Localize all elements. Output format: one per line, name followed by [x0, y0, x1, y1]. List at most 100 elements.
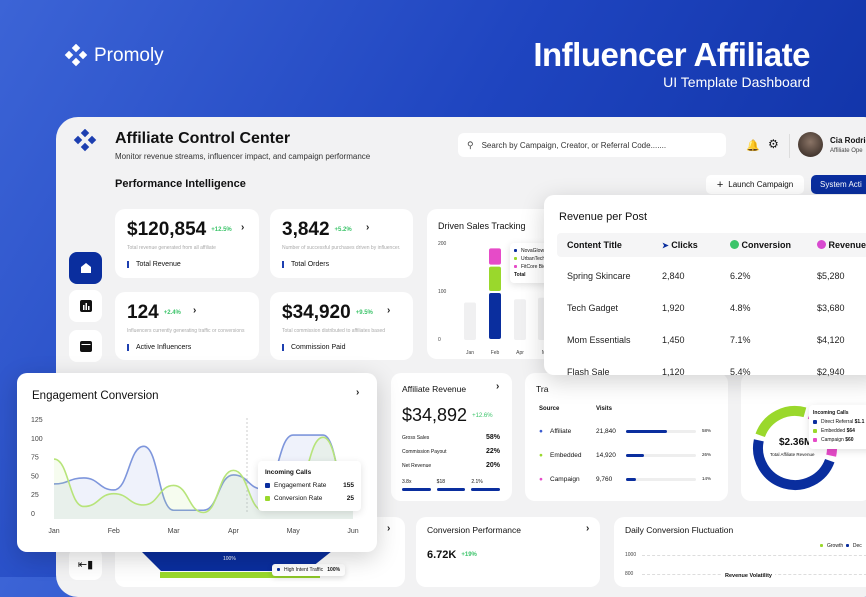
launch-label: Launch Campaign — [728, 180, 794, 189]
chevron-right-icon[interactable]: › — [356, 387, 360, 398]
plus-icon: + — [716, 178, 724, 191]
column-header: Visits — [596, 406, 612, 412]
sidebar-item-home[interactable] — [69, 252, 102, 284]
y-tick: 75 — [31, 455, 39, 462]
column-header[interactable]: ➤ Clicks — [662, 240, 698, 250]
y-tick: 50 — [31, 473, 39, 480]
search-placeholder: Search by Campaign, Creator, or Referral… — [481, 140, 667, 150]
bar-placeholder — [514, 299, 526, 340]
chevron-right-icon[interactable]: › — [366, 222, 370, 233]
bar-urbantech — [489, 266, 501, 291]
sidebar-item-logout[interactable]: ⇤▮ — [69, 548, 102, 580]
donut-card: $2.36M Total Affiliate Revenue Incoming … — [741, 373, 866, 501]
line-engagement-rate — [53, 434, 354, 512]
logo-icon — [64, 44, 88, 67]
card-title: Conversion Performance — [427, 525, 522, 535]
source-icon: ● — [539, 428, 543, 435]
bar-placeholder — [464, 302, 476, 340]
y-tick: 100 — [438, 289, 447, 295]
card-title: Revenue per Post — [559, 211, 648, 223]
breakdown-row: Gross Sales 58% — [402, 434, 500, 441]
table-cell: 2,840 — [662, 271, 685, 281]
mini-metric: 3.8x — [402, 479, 431, 491]
chevron-right-icon[interactable]: › — [241, 222, 245, 233]
legend-item: Embedded $64 — [813, 427, 866, 436]
x-tick: Jan — [48, 528, 59, 535]
funnel-stage-2 — [160, 572, 320, 578]
y-tick: 0 — [31, 511, 35, 518]
donut-slice-direct-referral — [753, 439, 835, 490]
table-row[interactable]: ● Campaign 9,760 14% — [539, 476, 712, 483]
chevron-right-icon[interactable]: › — [387, 305, 391, 316]
kpi-desc: Total revenue generated from all affilia… — [127, 245, 216, 251]
bell-icon[interactable]: 🔔 — [746, 140, 760, 152]
sidebar-item-calendar[interactable] — [69, 330, 102, 362]
progress-bar — [626, 478, 696, 481]
home-icon — [80, 263, 91, 273]
table-cell: 5.4% — [730, 367, 751, 377]
column-header[interactable]: Conversion — [730, 240, 791, 250]
funnel-tooltip: High Intent Traffic 100% — [272, 564, 346, 576]
legend-item: Campaign $60 — [813, 436, 866, 445]
card-title: Tra — [536, 384, 549, 394]
table-cell: Flash Sale — [567, 367, 610, 377]
chevron-right-icon[interactable]: › — [387, 523, 391, 534]
legend-item: FitCore Bio — [514, 263, 556, 271]
bar-novaglow — [489, 293, 501, 339]
daily-tooltip: Revenue Volatility — [722, 572, 775, 580]
search-input[interactable]: ⚲ Search by Campaign, Creator, or Referr… — [458, 133, 726, 157]
percent-icon — [730, 240, 739, 249]
affiliate-revenue-card: Affiliate Revenue › $34,892 +12.6% Gross … — [391, 373, 512, 501]
user-role: Affiliate Ope — [830, 148, 863, 154]
dollar-icon — [817, 240, 826, 249]
traffic-card: Tra Source Visits ● Affiliate 21,840 58% ● Em… — [525, 373, 728, 501]
x-tick: Mar — [168, 528, 181, 535]
column-header[interactable]: Revenue — [817, 240, 866, 250]
kpi-value: $34,920 +9.5% — [282, 302, 373, 323]
hero-title: Influencer Affiliate — [533, 36, 810, 73]
kpi-card-total-revenue[interactable]: $120,854 +12.5% › Total revenue generated… — [115, 209, 259, 278]
daily-legend: Growth Dec — [820, 543, 862, 549]
kpi-label: Total Orders — [282, 261, 329, 268]
sales-bar-chart: JanFebAprM — [464, 248, 550, 356]
table-cell: 4.8% — [730, 303, 751, 313]
table-cell: $2,940 — [817, 367, 845, 377]
source-icon: ● — [539, 452, 543, 459]
chevron-right-icon[interactable]: › — [193, 305, 197, 316]
search-icon: ⚲ — [467, 139, 474, 150]
daily-conversion-card: Daily Conversion Fluctuation Growth Dec … — [614, 517, 866, 587]
table-row[interactable]: ● Affiliate 21,840 58% — [539, 428, 712, 435]
funnel-pct: 100% — [223, 556, 236, 562]
legend-item: NovaGlow — [514, 247, 556, 255]
table-row[interactable]: ● Embedded 14,920 26% — [539, 452, 712, 459]
kpi-card-commission-paid[interactable]: $34,920 +9.5% › Total commission distribu… — [270, 292, 413, 360]
table-cell: 1,120 — [662, 367, 685, 377]
engagement-conversion-card: Engagement Conversion › 125 100 75 50 25 0 Jan… — [17, 373, 377, 552]
card-title: Engagement Conversion — [32, 390, 159, 402]
sidebar-item-analytics[interactable] — [69, 290, 102, 322]
column-header[interactable]: Content Title — [567, 240, 622, 250]
cursor-icon: ➤ — [662, 241, 669, 250]
column-header: Source — [539, 406, 560, 412]
table-cell: 7.1% — [730, 335, 751, 345]
donut-label: Total Affiliate Revenue — [770, 452, 815, 457]
kpi-delta: +9.5% — [355, 309, 373, 316]
kpi-card-active-influencers[interactable]: 124 +2.4% › Influencers currently generat… — [115, 292, 259, 360]
card-title: Driven Sales Tracking — [438, 221, 526, 231]
gear-icon[interactable]: ⚙ — [768, 137, 779, 151]
conversion-value: 6.72K +19% — [427, 549, 477, 561]
system-action-button[interactable]: System Acti — [811, 175, 866, 194]
brand-logo: Promoly — [64, 44, 164, 68]
x-tick: Apr — [516, 350, 524, 356]
chevron-right-icon[interactable]: › — [586, 523, 590, 534]
kpi-value: 124 +2.4% — [127, 302, 181, 323]
section-title: Performance Intelligence — [115, 178, 246, 190]
progress-bar — [626, 430, 696, 433]
chevron-right-icon[interactable]: › — [496, 381, 500, 392]
launch-campaign-button[interactable]: + Launch Campaign — [706, 175, 804, 194]
y-tick: 100 — [31, 436, 43, 443]
kpi-card-total-orders[interactable]: 3,842 +5.2% › Number of successful purcha… — [270, 209, 413, 278]
avatar[interactable] — [798, 132, 823, 157]
x-tick: Feb — [491, 350, 500, 356]
card-title: Affiliate Revenue — [402, 384, 467, 394]
